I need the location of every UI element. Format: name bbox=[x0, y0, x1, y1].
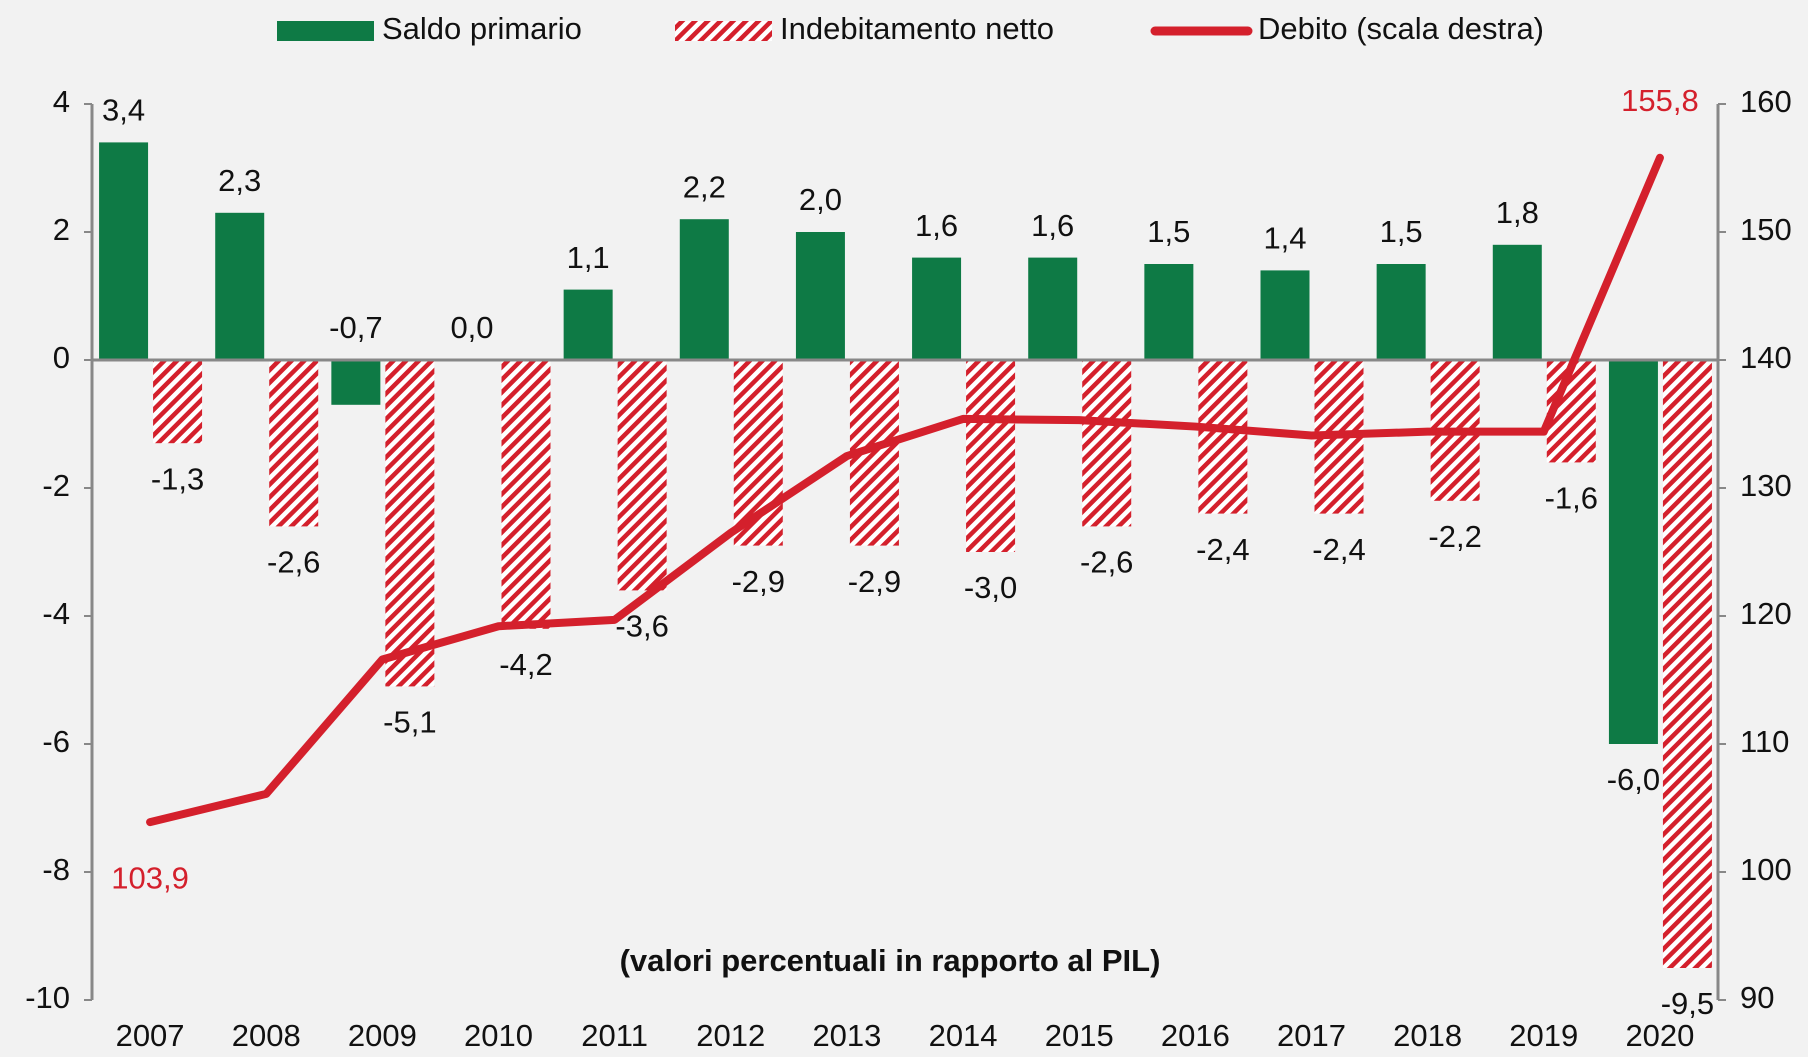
bar bbox=[563, 289, 613, 360]
x-tick-label: 2016 bbox=[1161, 1018, 1230, 1053]
value-label: 3,4 bbox=[102, 93, 145, 128]
bar bbox=[331, 360, 381, 405]
x-tick-label: 2018 bbox=[1393, 1018, 1462, 1053]
y-tick-label: 2 bbox=[53, 212, 70, 247]
y2-tick-label: 120 bbox=[1740, 596, 1792, 631]
bar bbox=[1198, 360, 1248, 514]
y-tick-label: -4 bbox=[42, 596, 70, 631]
x-tick-label: 2008 bbox=[232, 1018, 301, 1053]
bar bbox=[617, 360, 667, 591]
value-label: 155,8 bbox=[1621, 83, 1699, 118]
value-label: 1,1 bbox=[567, 240, 610, 275]
y2-tick-label: 150 bbox=[1740, 212, 1792, 247]
bar bbox=[385, 360, 435, 687]
y2-tick-label: 90 bbox=[1740, 980, 1774, 1015]
value-label: 103,9 bbox=[111, 860, 189, 895]
legend-swatch bbox=[277, 21, 374, 41]
y-tick-label: 4 bbox=[53, 84, 70, 119]
y2-tick-label: 160 bbox=[1740, 84, 1792, 119]
x-tick-label: 2012 bbox=[696, 1018, 765, 1053]
value-label: -2,9 bbox=[732, 564, 785, 599]
value-label: 1,4 bbox=[1263, 221, 1306, 256]
bar bbox=[1260, 270, 1310, 360]
y-tick-label: -10 bbox=[25, 980, 70, 1015]
y2-tick-label: 110 bbox=[1740, 724, 1789, 759]
x-tick-label: 2017 bbox=[1277, 1018, 1346, 1053]
x-tick-label: 2014 bbox=[929, 1018, 998, 1053]
bar bbox=[501, 360, 551, 629]
x-tick-label: 2019 bbox=[1509, 1018, 1578, 1053]
bar bbox=[912, 257, 962, 360]
bar bbox=[99, 142, 149, 360]
value-label: -3,0 bbox=[964, 570, 1017, 605]
value-label: 1,6 bbox=[1031, 208, 1074, 243]
x-tick-label: 2009 bbox=[348, 1018, 417, 1053]
value-label: -2,6 bbox=[267, 545, 320, 580]
value-label: -6,0 bbox=[1607, 762, 1660, 797]
bar bbox=[966, 360, 1016, 552]
y2-tick-label: 140 bbox=[1740, 340, 1792, 375]
x-tick-label: 2013 bbox=[812, 1018, 881, 1053]
bar bbox=[269, 360, 319, 527]
value-label: -1,6 bbox=[1545, 481, 1598, 516]
value-label: -2,2 bbox=[1428, 519, 1481, 554]
value-label: -5,1 bbox=[383, 705, 436, 740]
legend-swatch bbox=[675, 21, 772, 41]
line bbox=[146, 153, 1664, 827]
y2-tick-label: 130 bbox=[1740, 468, 1792, 503]
bar bbox=[1376, 264, 1426, 360]
value-label: 1,6 bbox=[915, 208, 958, 243]
bar bbox=[1608, 360, 1658, 744]
bar bbox=[795, 232, 845, 360]
x-tick-label: 2015 bbox=[1045, 1018, 1114, 1053]
legend-label: Indebitamento netto bbox=[780, 11, 1054, 46]
y-tick-label: -6 bbox=[42, 724, 70, 759]
bar bbox=[1144, 264, 1194, 360]
bar bbox=[1662, 360, 1712, 968]
value-label: 1,8 bbox=[1496, 195, 1539, 230]
value-label: 2,3 bbox=[218, 163, 261, 198]
value-label: -2,4 bbox=[1196, 532, 1249, 567]
y-tick-label: -2 bbox=[42, 468, 70, 503]
value-label: -0,7 bbox=[329, 310, 382, 345]
value-label: -9,5 bbox=[1661, 986, 1714, 1021]
bar bbox=[153, 360, 203, 444]
value-label: -2,9 bbox=[848, 564, 901, 599]
value-label: 1,5 bbox=[1147, 214, 1190, 249]
value-label: -2,6 bbox=[1080, 545, 1133, 580]
value-label: 2,0 bbox=[799, 182, 842, 217]
x-tick-label: 2010 bbox=[464, 1018, 533, 1053]
value-label: 0,0 bbox=[450, 310, 493, 345]
y2-tick-label: 100 bbox=[1740, 852, 1792, 887]
y-tick-label: 0 bbox=[53, 340, 70, 375]
legend-label: Debito (scala destra) bbox=[1258, 11, 1544, 46]
bar bbox=[215, 212, 265, 360]
x-tick-label: 2007 bbox=[116, 1018, 185, 1053]
value-label: 1,5 bbox=[1380, 214, 1423, 249]
bar bbox=[1082, 360, 1132, 527]
legend-label: Saldo primario bbox=[382, 11, 582, 46]
x-tick-label: 2011 bbox=[581, 1018, 648, 1053]
x-tick-label: 2020 bbox=[1625, 1018, 1694, 1053]
value-label: -4,2 bbox=[499, 647, 552, 682]
value-label: 2,2 bbox=[683, 169, 726, 204]
annotation: (valori percentuali in rapporto al PIL) bbox=[620, 943, 1161, 978]
value-label: -2,4 bbox=[1312, 532, 1365, 567]
bar bbox=[1028, 257, 1078, 360]
y-tick-label: -8 bbox=[42, 852, 70, 887]
bar bbox=[679, 219, 729, 360]
bar bbox=[1492, 244, 1542, 360]
value-label: -1,3 bbox=[151, 461, 204, 496]
